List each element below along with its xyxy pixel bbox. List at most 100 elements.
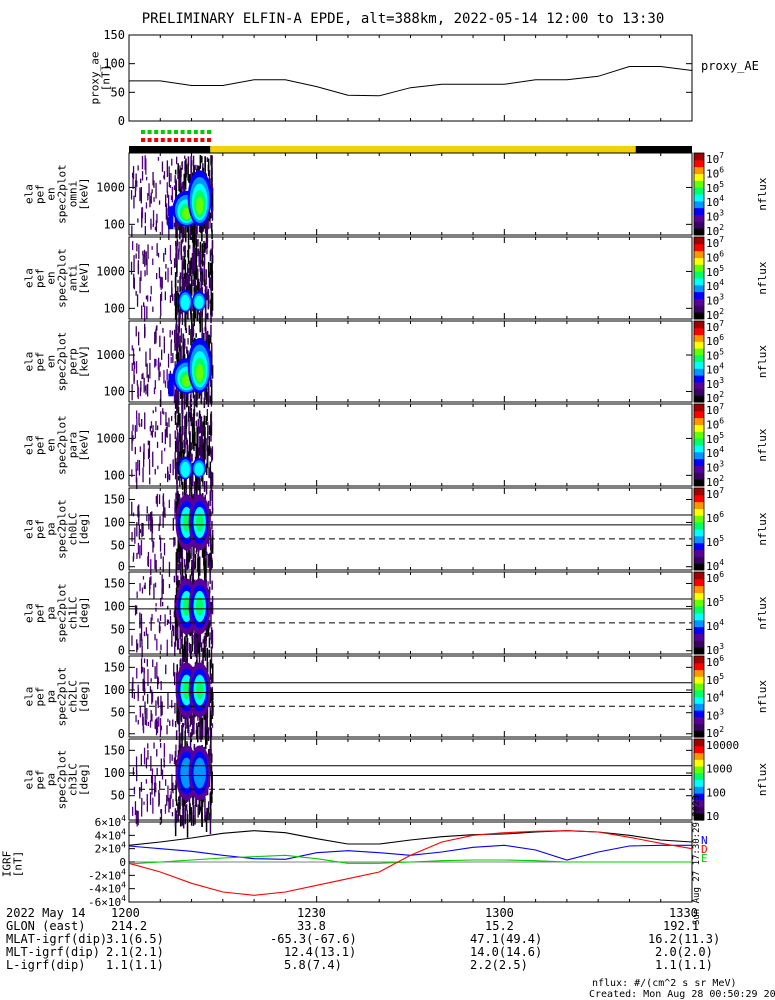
spec5-noise-53	[134, 605, 137, 616]
spec1-ylabel-4: anti	[67, 265, 80, 292]
spec3-noise-54	[152, 425, 154, 432]
spec0-blob-1-4	[195, 196, 204, 215]
spec2-noise-92	[137, 387, 139, 399]
spec3-noise-63	[147, 448, 150, 460]
spec0-cbar-tick-1-base: 10	[706, 211, 719, 224]
spec3-block-69	[191, 417, 193, 425]
spec1-noise-72	[202, 268, 204, 274]
spec5-cbar-band-3	[694, 626, 704, 634]
spec0-cbar-tick-4-base: 10	[706, 167, 719, 180]
spec5-ylabel-1: pef	[34, 603, 47, 623]
spec2-noise-35	[163, 336, 165, 342]
spec1-block-140	[208, 295, 210, 308]
spec3-noise-84	[149, 425, 151, 432]
spec2-block-32	[182, 334, 185, 342]
spec6-block-1	[205, 726, 207, 750]
spec1-cbar-tick-4-exp: 6	[719, 249, 724, 258]
spec4-cbar-tick-1-exp: 5	[719, 534, 724, 543]
spec0-noise-20	[176, 156, 178, 165]
spec4-noise-105	[212, 507, 214, 514]
spec1-noise-35	[142, 250, 144, 256]
spec4-ytick-label-2: 100	[103, 515, 125, 529]
spec4-cbar-tick-0-base: 10	[706, 560, 719, 573]
spec3-block-9	[177, 432, 179, 442]
spec6-noise-33	[155, 718, 158, 736]
spec3-cbar-band-11	[694, 404, 704, 412]
spec5-cbar-band-11	[694, 572, 704, 580]
spec4-cbar-tick-0-exp: 4	[719, 558, 724, 567]
spec3-block-100	[201, 425, 203, 446]
spec1-block-144	[194, 247, 196, 271]
spec3-block-105	[183, 439, 185, 449]
spec6-noise-74	[131, 683, 133, 698]
spec7-noise-21	[156, 749, 158, 757]
spec0-noise-114	[141, 155, 144, 170]
footer-row-3-v0: 2.1(2.1)	[106, 945, 164, 959]
spec4-block-108	[174, 501, 177, 513]
spec3-ylabel-5: [keV]	[78, 428, 91, 461]
spec1-noise-78	[145, 295, 148, 300]
spec1-cbar-tick-5-base: 10	[706, 237, 719, 250]
spec3-cbar-tick-2-exp: 4	[719, 445, 724, 454]
proxy-ae-line	[129, 66, 693, 97]
spec6-block-74	[198, 722, 200, 727]
spec5-cbar-band-0	[694, 647, 704, 655]
spec2-block-119	[180, 390, 182, 399]
spec7-noise-39	[141, 797, 143, 806]
spec6-noise-95	[143, 680, 145, 693]
spec1-noise-30	[167, 267, 169, 283]
spec0-block-117	[208, 170, 211, 193]
spec7-noise-83	[132, 806, 134, 816]
spec1-block-31	[183, 273, 186, 280]
spec7-noise-95	[150, 756, 152, 771]
spec3-ylabel-0: ela	[23, 435, 36, 455]
spec6-ylabel-5: [deg]	[78, 680, 91, 713]
spec0-noise-35	[167, 208, 169, 216]
spec3-noise-78	[152, 410, 154, 414]
footer-row-0-v0: 1200	[111, 906, 140, 920]
spec0-block-3	[211, 222, 213, 232]
spec0-cbar-band-5	[694, 194, 704, 202]
spec2-noise-30	[170, 341, 172, 356]
igrf-ytick-label-0: -6×104	[88, 894, 126, 909]
spec6-blob-0-3	[182, 680, 191, 700]
spec6-noise-103	[157, 697, 159, 705]
spec7-noise-104	[145, 779, 147, 784]
spec4-block-19	[181, 557, 184, 577]
spec6-block-18	[209, 659, 212, 680]
spec2-noise-107	[158, 365, 160, 381]
spec7-block-7	[205, 814, 207, 822]
igrf-ytick-label-5: 4×104	[95, 827, 127, 842]
spec4-cbar-band-3	[694, 542, 704, 550]
spec5-noise-50	[161, 574, 163, 591]
spec2-noise-66	[155, 325, 158, 331]
spec3-cbar-tick-0: 102	[706, 474, 724, 489]
footer-row-2-v0: 3.1(6.5)	[106, 932, 164, 946]
spec2-block-129	[181, 397, 183, 414]
spec3-noise-112	[169, 463, 171, 474]
spec7-noise-111	[135, 756, 138, 774]
spec4-block-121	[198, 556, 200, 569]
spec7-cbar-band-8	[694, 759, 704, 767]
spec0-noise-68	[153, 197, 155, 202]
igrf-legend-2: E	[701, 852, 708, 865]
igrf-series-1	[128, 844, 692, 861]
spec1-block-13	[189, 260, 191, 282]
spec7-noise-16	[132, 767, 135, 776]
spec0-noise-97	[180, 186, 183, 196]
igrf-ylabel-0: IGRF	[1, 851, 14, 878]
spec5-noise-43	[207, 581, 209, 587]
footer-row-3-v1: 12.4(13.1)	[284, 945, 357, 959]
spec0-cbar-tick-4-exp: 6	[719, 165, 724, 174]
spec1-block-72	[204, 283, 207, 305]
spec4-blob-0-3	[182, 512, 191, 532]
spec1-cbar-tick-5-exp: 7	[719, 235, 724, 244]
spec0-noise-22	[152, 223, 154, 227]
igrf-ytick-label-6-base: 6×10	[95, 816, 122, 829]
proxy-ytick-label-3: 150	[103, 28, 125, 42]
spec3-block-142	[210, 471, 212, 492]
spec0-block-15	[187, 163, 189, 181]
spec2-block-150	[211, 369, 214, 376]
spec6-noise-61	[149, 720, 152, 728]
spec2-cbar-tick-1: 103	[706, 376, 724, 391]
